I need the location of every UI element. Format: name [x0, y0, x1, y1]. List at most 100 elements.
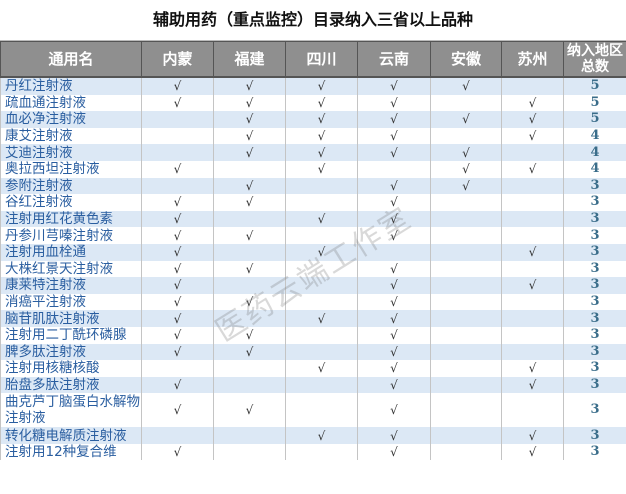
empty-cell	[141, 360, 214, 377]
check-mark: √	[357, 343, 431, 361]
total-count: 3	[563, 326, 626, 344]
total-count: 3	[563, 343, 626, 361]
total-count: 3	[563, 277, 626, 294]
check-mark: √	[213, 177, 286, 195]
total-count: 3	[563, 293, 626, 311]
check-mark: √	[357, 194, 431, 211]
drug-table: 通用名 内蒙 福建 四川 云南 安徽 苏州 纳入地区总数 丹红注射液 √ √ √ √ √ 5…	[0, 41, 626, 461]
empty-cell	[501, 144, 564, 161]
check-mark: √	[213, 293, 286, 311]
empty-cell	[430, 326, 502, 344]
check-mark: √	[357, 310, 431, 327]
check-mark: √	[141, 243, 214, 261]
check-mark: √	[430, 144, 502, 161]
check-mark: √	[501, 111, 564, 128]
drug-name: 注射用红花黄色素	[0, 210, 142, 228]
check-mark: √	[213, 77, 286, 95]
empty-cell	[213, 210, 286, 228]
check-mark: √	[357, 260, 431, 278]
empty-cell	[213, 360, 286, 377]
empty-cell	[430, 127, 502, 145]
table-row: 血必净注射液 √ √ √ √ √ 5	[0, 111, 626, 128]
empty-cell	[430, 393, 502, 428]
total-count: 3	[563, 194, 626, 211]
check-mark: √	[141, 310, 214, 327]
table-row: 丹参川芎嗪注射液 √ √ √ 3	[0, 227, 626, 244]
check-mark: √	[430, 111, 502, 128]
check-mark: √	[285, 127, 358, 145]
total-count: 3	[563, 443, 626, 461]
check-mark: √	[141, 160, 214, 178]
check-mark: √	[501, 243, 564, 261]
col-header-fujian: 福建	[213, 41, 286, 78]
table-row: 曲克芦丁脑蛋白水解物注射液 √ √ √ 3	[0, 393, 626, 428]
check-mark: √	[430, 77, 502, 95]
check-mark: √	[357, 443, 431, 461]
total-count: 5	[563, 77, 626, 95]
check-mark: √	[501, 277, 564, 294]
check-mark: √	[357, 360, 431, 377]
table-row: 康莱特注射液 √ √ √ 3	[0, 277, 626, 294]
empty-cell	[213, 277, 286, 294]
drug-name: 脑苷肌肽注射液	[0, 310, 142, 327]
drug-name: 奥拉西坦注射液	[0, 160, 142, 178]
empty-cell	[285, 393, 358, 428]
check-mark: √	[141, 260, 214, 278]
check-mark: √	[213, 111, 286, 128]
drug-name: 注射用12种复合维	[0, 443, 142, 461]
check-mark: √	[213, 343, 286, 361]
check-mark: √	[213, 127, 286, 145]
table-row: 大株红景天注射液 √ √ √ 3	[0, 260, 626, 278]
empty-cell	[501, 393, 564, 428]
table-row: 脾多肽注射液 √ √ √ 3	[0, 343, 626, 361]
check-mark: √	[141, 94, 214, 112]
empty-cell	[285, 194, 358, 211]
empty-cell	[213, 310, 286, 327]
empty-cell	[501, 343, 564, 361]
table-row: 注射用二丁酰环磷腺 √ √ √ 3	[0, 326, 626, 344]
check-mark: √	[357, 293, 431, 311]
empty-cell	[213, 443, 286, 461]
total-count: 3	[563, 210, 626, 228]
check-mark: √	[285, 210, 358, 228]
total-count: 3	[563, 427, 626, 444]
table-row: 丹红注射液 √ √ √ √ √ 5	[0, 77, 626, 95]
empty-cell	[141, 111, 214, 128]
check-mark: √	[357, 227, 431, 244]
empty-cell	[430, 427, 502, 444]
empty-cell	[430, 194, 502, 211]
empty-cell	[430, 443, 502, 461]
drug-name: 大株红景天注射液	[0, 260, 142, 278]
check-mark: √	[357, 376, 431, 394]
check-mark: √	[501, 94, 564, 112]
check-mark: √	[285, 94, 358, 112]
table-row: 注射用血栓通 √ √ √ 3	[0, 243, 626, 261]
drug-name: 康莱特注射液	[0, 277, 142, 294]
empty-cell	[430, 293, 502, 311]
empty-cell	[430, 343, 502, 361]
empty-cell	[430, 260, 502, 278]
empty-cell	[213, 160, 286, 178]
total-count: 3	[563, 310, 626, 327]
check-mark: √	[501, 360, 564, 377]
check-mark: √	[430, 177, 502, 195]
empty-cell	[430, 243, 502, 261]
empty-cell	[501, 77, 564, 95]
check-mark: √	[285, 111, 358, 128]
check-mark: √	[285, 243, 358, 261]
table-row: 康艾注射液 √ √ √ √ 4	[0, 127, 626, 145]
total-count: 5	[563, 111, 626, 128]
empty-cell	[430, 310, 502, 327]
header-row: 通用名 内蒙 福建 四川 云南 安徽 苏州 纳入地区总数	[0, 41, 626, 78]
check-mark: √	[285, 144, 358, 161]
check-mark: √	[357, 427, 431, 444]
total-count: 3	[563, 360, 626, 377]
empty-cell	[501, 194, 564, 211]
col-header-total: 纳入地区总数	[563, 41, 626, 78]
total-count: 3	[563, 376, 626, 394]
table-row: 转化糖电解质注射液 √ √ √ 3	[0, 427, 626, 444]
total-count: 4	[563, 144, 626, 161]
table-row: 奥拉西坦注射液 √ √ √ √ 4	[0, 160, 626, 178]
check-mark: √	[141, 227, 214, 244]
table-row: 疏血通注射液 √ √ √ √ √ 5	[0, 94, 626, 112]
